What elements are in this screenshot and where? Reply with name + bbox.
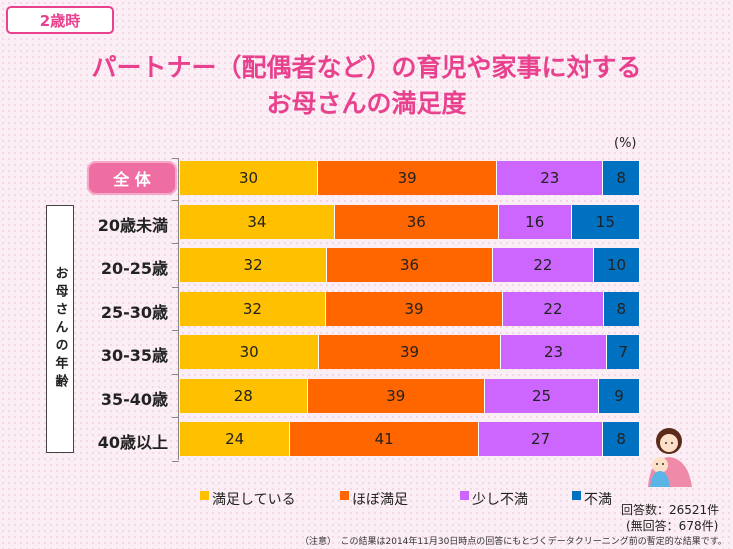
bar-segment: 30 <box>180 161 318 195</box>
bar-segment: 7 <box>607 335 640 369</box>
bar-segment: 34 <box>180 204 335 239</box>
bar-segment: 16 <box>498 204 572 239</box>
row-label: 35-40歳 <box>100 390 168 409</box>
bar-segment: 8 <box>603 291 640 326</box>
bar-segment: 32 <box>180 248 328 282</box>
bar-segment: 41 <box>290 422 479 456</box>
axis-tick <box>172 200 179 201</box>
bar-segment: 23 <box>497 161 604 195</box>
bar-segment: 39 <box>318 161 498 195</box>
row-label: 20-25歳 <box>100 259 168 278</box>
bar-segment: 30 <box>180 335 320 369</box>
row-label: 20歳未満 <box>97 216 168 235</box>
legend-swatch <box>340 491 349 500</box>
bar-segment: 36 <box>334 204 499 239</box>
legend-swatch <box>460 491 469 500</box>
bar-segment: 22 <box>503 291 604 326</box>
footnote: （注意） この結果は2014年11月30日時点の回答にもとづくデータクリーニング… <box>300 537 727 547</box>
chart-title-line2: お母さんの満足度 <box>266 89 467 118</box>
bar-segment: 25 <box>485 378 599 413</box>
bar-segment: 36 <box>327 248 493 282</box>
bar-segment: 27 <box>479 422 604 456</box>
legend-label: 満足している <box>212 492 296 508</box>
legend-label: ほぼ満足 <box>352 492 408 508</box>
bar-segment: 23 <box>500 335 608 369</box>
row-label-total: 全 体 <box>87 161 177 195</box>
axis-tick <box>172 287 179 288</box>
age-badge: 2歳時 <box>6 6 114 34</box>
age-group-box: お母さんの年齢 <box>46 205 74 453</box>
bar-segment: 9 <box>599 378 640 413</box>
row-label: 30-35歳 <box>100 346 168 365</box>
bar-segment: 10 <box>594 248 640 282</box>
legend-label: 少し不満 <box>472 492 528 508</box>
bar-segment: 39 <box>319 335 501 369</box>
no-response-count: (無回答：678件) <box>626 519 719 533</box>
bar-segment: 8 <box>603 422 640 456</box>
bar-segment: 39 <box>307 378 486 413</box>
bar-segment: 22 <box>492 248 594 282</box>
bar-segment: 28 <box>180 378 308 413</box>
response-count: 回答数：26521件 <box>621 503 720 517</box>
axis-tick <box>172 461 179 462</box>
row-label: 25-30歳 <box>100 303 168 322</box>
legend-label: 不満 <box>584 492 612 508</box>
bar-segment: 15 <box>571 204 640 239</box>
bar-segment: 39 <box>325 291 504 326</box>
bar-segment: 8 <box>603 161 640 195</box>
legend-swatch <box>200 491 209 500</box>
age-group-label: お母さんの年齢 <box>52 266 68 392</box>
axis-tick <box>172 374 179 375</box>
bar-segment: 32 <box>180 291 326 326</box>
category-axis <box>178 158 179 460</box>
axis-tick <box>172 158 179 159</box>
row-label: 40歳以上 <box>97 433 168 452</box>
percent-unit-label: (%) <box>614 136 637 151</box>
legend-swatch <box>572 491 581 500</box>
axis-tick <box>172 417 179 418</box>
chart-title-line1: パートナー（配偶者など）の育児や家事に対する <box>91 53 642 82</box>
axis-tick <box>172 330 179 331</box>
axis-tick <box>172 243 179 244</box>
bar-segment: 24 <box>180 422 291 456</box>
mother-child-illustration-icon <box>648 428 692 487</box>
